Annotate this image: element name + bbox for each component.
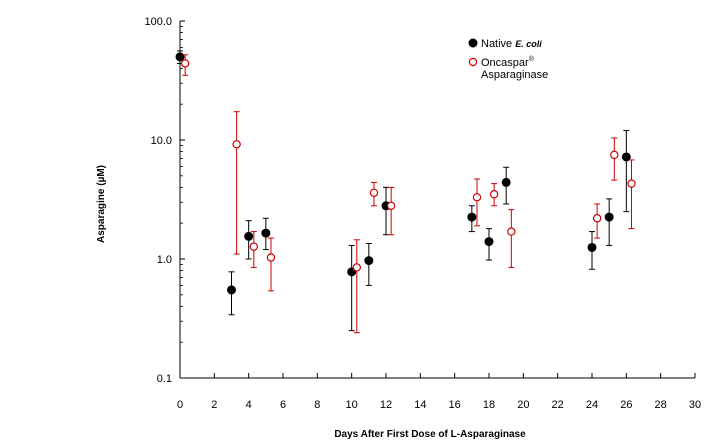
data-point (227, 285, 236, 295)
data-point (261, 228, 271, 238)
data-point (266, 253, 276, 262)
x-tick-label: 8 (314, 399, 320, 411)
x-tick-label: 26 (620, 399, 632, 411)
x-tick-label: 18 (483, 399, 495, 411)
x-tick-label: 12 (380, 399, 392, 411)
series-oncaspar (180, 54, 636, 334)
data-point (244, 231, 254, 241)
x-tick-label: 16 (449, 399, 461, 411)
data-point (489, 190, 499, 199)
data-point (592, 214, 602, 223)
y-axis-title: Asparagine (µM) (96, 165, 107, 243)
data-point (369, 188, 379, 197)
data-point (484, 237, 494, 247)
data-point (352, 263, 362, 272)
series-layer (175, 50, 636, 334)
data-point (472, 193, 482, 202)
x-tick-label: 28 (655, 399, 667, 411)
data-point (621, 152, 631, 162)
data-point (232, 140, 241, 149)
data-point (175, 52, 185, 62)
data-point (386, 201, 396, 210)
x-tick-label: 0 (177, 399, 183, 411)
data-point (180, 59, 190, 68)
x-tick-label: 10 (346, 399, 358, 411)
legend-label-oncaspar: Oncaspar® Asparaginase (481, 55, 548, 81)
x-axis-ticks: 0 2 4 6 8 10 12 14 16 18 20 22 24 26 28 30 (177, 373, 701, 411)
x-tick-label: 6 (280, 399, 286, 411)
legend: Native E. coli Oncaspar® Asparaginase (468, 38, 548, 81)
y-tick-label: 10.0 (151, 135, 172, 147)
data-point (627, 179, 636, 188)
series-native (175, 50, 631, 332)
y-tick-label: 100.0 (144, 16, 172, 28)
legend-marker-native (468, 38, 478, 48)
y-tick-label: 1.0 (157, 254, 172, 266)
x-tick-label: 20 (517, 399, 529, 411)
x-tick-label: 30 (689, 399, 701, 411)
data-point (501, 177, 511, 187)
data-point (610, 150, 619, 160)
x-tick-label: 4 (246, 399, 252, 411)
data-point (507, 227, 516, 236)
data-point (587, 242, 597, 252)
legend-label-native: Native E. coli (481, 38, 542, 50)
legend-marker-oncaspar (468, 57, 478, 67)
y-tick-label: 0.1 (157, 373, 172, 385)
x-axis-title: Days After First Dose of L-Asparaginase (334, 429, 526, 440)
data-point (467, 212, 477, 222)
x-tick-label: 24 (586, 399, 598, 411)
y-axis-ticks: 0.1 1.0 10.0 100.0 (144, 16, 185, 385)
x-tick-label: 2 (211, 399, 217, 411)
x-tick-label: 14 (414, 399, 426, 411)
data-point (364, 256, 374, 266)
x-tick-label: 22 (552, 399, 564, 411)
data-point (604, 212, 614, 222)
axes (179, 21, 695, 379)
data-point (249, 242, 259, 251)
